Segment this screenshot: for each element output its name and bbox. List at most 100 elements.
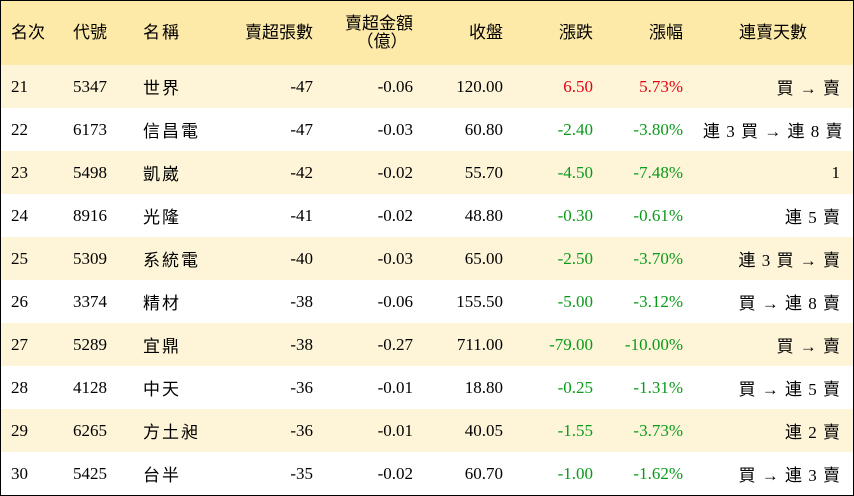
cell-name: 精材 xyxy=(143,294,181,313)
header-rank[interactable]: 名次 xyxy=(11,23,45,42)
cell-sell-over-amount: -0.01 xyxy=(377,377,413,397)
cell-name: 世界 xyxy=(143,79,181,98)
cell-sell-over-amount: -0.27 xyxy=(377,334,413,354)
cell-change-pct: -3.80% xyxy=(633,119,683,139)
cell-rank: 27 xyxy=(11,334,28,354)
cell-change: -0.30 xyxy=(557,205,593,225)
cell-close: 65.00 xyxy=(464,248,503,268)
cell-code: 5289 xyxy=(73,334,107,354)
table-row[interactable]: 24 8916 光隆 -41 -0.02 48.80 -0.30 -0.61% 連 5 賣 xyxy=(1,194,853,237)
cell-change-pct: -7.48% xyxy=(633,162,683,182)
cell-name: 信昌電 xyxy=(143,122,200,141)
cell-code: 8916 xyxy=(73,205,107,225)
cell-change-pct: -10.00% xyxy=(624,334,683,354)
cell-sell-over-amount: -0.06 xyxy=(377,291,413,311)
cell-sell-over-shares: -47 xyxy=(290,119,313,139)
cell-change: -4.50 xyxy=(557,162,593,182)
cell-consecutive-days: 買 → 賣 xyxy=(776,337,841,356)
cell-sell-over-shares: -35 xyxy=(290,463,313,483)
table-row[interactable]: 23 5498 凱崴 -42 -0.02 55.70 -4.50 -7.48% 1 xyxy=(1,151,853,194)
cell-change-pct: -3.73% xyxy=(633,420,683,440)
cell-sell-over-shares: -38 xyxy=(290,291,313,311)
cell-name: 中天 xyxy=(143,380,181,399)
cell-rank: 26 xyxy=(11,291,28,311)
cell-close: 155.50 xyxy=(456,291,503,311)
cell-consecutive-days: 連 5 賣 xyxy=(785,208,841,227)
cell-sell-over-amount: -0.06 xyxy=(377,76,413,96)
cell-close: 18.80 xyxy=(464,377,503,397)
cell-change-pct: -1.62% xyxy=(633,463,683,483)
cell-rank: 21 xyxy=(11,76,28,96)
cell-change-pct: -3.70% xyxy=(633,248,683,268)
cell-consecutive-days: 連 2 賣 xyxy=(785,423,841,442)
cell-name: 光隆 xyxy=(143,208,181,227)
cell-close: 60.70 xyxy=(464,463,503,483)
cell-close: 48.80 xyxy=(464,205,503,225)
header-sell-over-amount[interactable]: 賣超金額 （億） xyxy=(323,1,423,65)
cell-code: 5309 xyxy=(73,248,107,268)
table-body: 21 5347 世界 -47 -0.06 120.00 6.50 5.73% 買 → 賣 22 61… xyxy=(1,65,853,495)
header-change[interactable]: 漲跌 xyxy=(559,23,593,42)
cell-code: 4128 xyxy=(73,377,107,397)
cell-change: -2.50 xyxy=(557,248,593,268)
cell-consecutive-days: 買 → 賣 xyxy=(776,79,841,98)
cell-change: -5.00 xyxy=(557,291,593,311)
table-row[interactable]: 29 6265 方土昶 -36 -0.01 40.05 -1.55 -3.73% 連 2 賣 xyxy=(1,409,853,452)
table-row[interactable]: 27 5289 宜鼎 -38 -0.27 711.00 -79.00 -10.00% 買 → 賣 xyxy=(1,323,853,366)
header-change-pct[interactable]: 漲幅 xyxy=(649,23,683,42)
table-row[interactable]: 21 5347 世界 -47 -0.06 120.00 6.50 5.73% 買 → 賣 xyxy=(1,65,853,108)
cell-consecutive-days: 買 → 連 5 賣 xyxy=(738,380,841,399)
cell-sell-over-shares: -38 xyxy=(290,334,313,354)
cell-name: 宜鼎 xyxy=(143,337,181,356)
table-row[interactable]: 26 3374 精材 -38 -0.06 155.50 -5.00 -3.12% 買 → 連 8… xyxy=(1,280,853,323)
header-name[interactable]: 名稱 xyxy=(143,23,181,42)
table-row[interactable]: 28 4128 中天 -36 -0.01 18.80 -0.25 -1.31% 買 → 連 5 … xyxy=(1,366,853,409)
cell-change-pct: -0.61% xyxy=(633,205,683,225)
cell-sell-over-shares: -36 xyxy=(290,377,313,397)
cell-change-pct: 5.73% xyxy=(639,76,683,96)
header-consecutive-days[interactable]: 連賣天數 xyxy=(739,23,807,42)
header-sell-over-shares[interactable]: 賣超張數 xyxy=(245,23,313,42)
cell-change: 6.50 xyxy=(563,76,593,96)
cell-name: 凱崴 xyxy=(143,165,181,184)
cell-code: 5498 xyxy=(73,162,107,182)
cell-sell-over-amount: -0.02 xyxy=(377,162,413,182)
cell-sell-over-amount: -0.03 xyxy=(377,119,413,139)
cell-close: 60.80 xyxy=(464,119,503,139)
cell-sell-over-shares: -47 xyxy=(290,76,313,96)
cell-change: -1.55 xyxy=(557,420,593,440)
cell-sell-over-shares: -42 xyxy=(290,162,313,182)
table-row[interactable]: 25 5309 系統電 -40 -0.03 65.00 -2.50 -3.70% 連 3 買 →… xyxy=(1,237,853,280)
header-close[interactable]: 收盤 xyxy=(469,23,503,42)
cell-change-pct: -1.31% xyxy=(633,377,683,397)
cell-rank: 24 xyxy=(11,205,28,225)
cell-rank: 28 xyxy=(11,377,28,397)
cell-close: 40.05 xyxy=(464,420,503,440)
cell-rank: 29 xyxy=(11,420,28,440)
cell-code: 6173 xyxy=(73,119,107,139)
cell-rank: 22 xyxy=(11,119,28,139)
cell-consecutive-days: 連 3 買 → 連 8 賣 xyxy=(703,122,844,141)
table-row[interactable]: 30 5425 台半 -35 -0.02 60.70 -1.00 -1.62% 買 → 連 3 … xyxy=(1,452,853,495)
header-code[interactable]: 代號 xyxy=(73,23,107,42)
cell-name: 系統電 xyxy=(143,251,200,270)
header-sell-over-amount-line1: 賣超金額 xyxy=(345,14,413,33)
table-row[interactable]: 22 6173 信昌電 -47 -0.03 60.80 -2.40 -3.80% 連 3 買 →… xyxy=(1,108,853,151)
cell-change: -2.40 xyxy=(557,119,593,139)
cell-change: -0.25 xyxy=(557,377,593,397)
cell-change: -1.00 xyxy=(557,463,593,483)
cell-sell-over-amount: -0.01 xyxy=(377,420,413,440)
cell-sell-over-shares: -36 xyxy=(290,420,313,440)
cell-sell-over-amount: -0.02 xyxy=(377,205,413,225)
cell-consecutive-days: 買 → 連 3 賣 xyxy=(738,466,841,485)
header-sell-over-amount-line2: （億） xyxy=(356,32,408,51)
cell-close: 120.00 xyxy=(456,76,503,96)
cell-change-pct: -3.12% xyxy=(633,291,683,311)
cell-code: 6265 xyxy=(73,420,107,440)
cell-sell-over-shares: -41 xyxy=(290,205,313,225)
cell-rank: 25 xyxy=(11,248,28,268)
cell-code: 5347 xyxy=(73,76,107,96)
cell-rank: 30 xyxy=(11,463,28,483)
